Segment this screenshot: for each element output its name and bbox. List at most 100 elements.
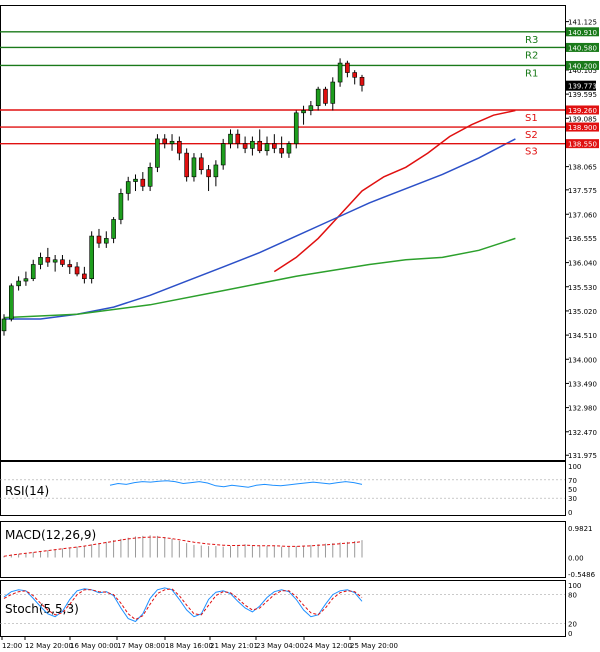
price-tick-label: 132.470 — [568, 429, 597, 437]
level-price-label: 138.900 — [568, 124, 597, 132]
rsi-series-line — [109, 480, 363, 488]
candle-body — [38, 257, 43, 265]
candle-body — [147, 167, 153, 187]
candle-body — [272, 143, 277, 149]
rsi-tick-label: 0 — [568, 509, 572, 517]
candle-body — [220, 143, 226, 166]
candle-body — [279, 148, 284, 154]
panel-border — [0, 461, 566, 516]
time-tick-label: 21 May 21:01 — [210, 642, 258, 650]
candle-body — [191, 157, 197, 178]
moving-averages — [3, 109, 516, 320]
candle-body — [45, 257, 51, 263]
candle-body — [184, 152, 189, 178]
candle-body — [111, 219, 116, 239]
time-tick-label: 24 May 12:00 — [304, 642, 352, 650]
level-price-box — [566, 139, 599, 149]
panel-border — [0, 521, 566, 578]
candle-body — [74, 266, 80, 275]
level-price-box — [566, 42, 599, 52]
candle-body — [250, 140, 255, 149]
stoch-tick-label: 20 — [568, 620, 577, 628]
candle-body — [242, 143, 248, 149]
price-tick-label: 135.530 — [568, 284, 597, 292]
candle-body — [89, 235, 94, 280]
price-tick-label: 139.595 — [568, 91, 597, 99]
current-price-box — [566, 80, 596, 91]
current-price-label: 139.773 — [568, 83, 597, 91]
panel-frames — [0, 5, 566, 637]
price-tick-label: 136.555 — [568, 235, 597, 243]
candle-body — [155, 138, 160, 168]
candle-body — [133, 178, 138, 182]
level-price-box — [566, 122, 599, 132]
candle-body — [82, 273, 87, 280]
stoch-tick-label: 100 — [568, 582, 581, 590]
panel-border — [0, 580, 566, 637]
level-name: R2 — [525, 50, 538, 61]
level-name: S1 — [525, 113, 538, 124]
candle-body — [67, 264, 73, 268]
candle-body — [140, 178, 146, 187]
candle-body — [323, 88, 328, 104]
price-tick-label: 141.125 — [568, 19, 597, 27]
rsi-tick-label: 50 — [568, 486, 577, 494]
level-price-label: 139.260 — [568, 107, 597, 115]
candle-body — [235, 133, 241, 144]
panel-border — [0, 5, 566, 461]
level-price-label: 140.200 — [568, 62, 597, 70]
candle-body — [293, 112, 299, 144]
macd-tick-label: -0.5486 — [568, 571, 596, 579]
candle-body — [264, 143, 270, 152]
level-name: S3 — [525, 147, 538, 158]
macd-tick-label: 0.9821 — [568, 525, 593, 533]
rsi-tick-label: 100 — [568, 463, 581, 471]
candle-body — [118, 193, 124, 220]
rsi-tick-label: 70 — [568, 477, 577, 485]
candle-body — [198, 157, 204, 171]
candle-body — [315, 88, 321, 107]
level-price-box — [566, 105, 599, 115]
price-tick-label: 139.085 — [568, 115, 597, 123]
candle-body — [228, 133, 233, 144]
level-name: S2 — [525, 130, 538, 141]
level-price-label: 140.910 — [568, 29, 597, 37]
time-tick-label: 25 May 20:00 — [350, 642, 398, 650]
moving-average-line — [273, 109, 516, 273]
candle-body — [96, 235, 102, 244]
candle-body — [1, 318, 7, 332]
candle-body — [359, 76, 365, 86]
candle-body — [169, 140, 175, 144]
time-tick-label: 17 May 08:00 — [117, 642, 165, 650]
rsi-line — [109, 480, 363, 488]
candle-body — [60, 259, 65, 265]
stoch-lines — [3, 587, 363, 623]
candle-body — [345, 62, 350, 73]
candle-body — [23, 278, 29, 282]
time-tick-label: 12 May 20:00 — [25, 642, 73, 650]
moving-average-line — [4, 138, 516, 320]
time-tick-label: 16 May 00:00 — [70, 642, 118, 650]
price-tick-label: 137.060 — [568, 211, 597, 219]
candle-body — [337, 62, 343, 83]
price-tick-label: 134.000 — [568, 356, 597, 364]
macd-signal-line — [3, 536, 363, 557]
candle-body — [9, 285, 14, 320]
stoch-panel: Stoch(5,5,3) 100 80 20 0 — [0, 582, 581, 638]
candle-body — [52, 259, 58, 263]
macd-tick-label: 0.00 — [568, 555, 584, 563]
stoch-tick-label: 0 — [568, 630, 572, 638]
candle-body — [162, 138, 168, 144]
moving-average-line — [3, 237, 516, 319]
price-tick-label: 131.975 — [568, 452, 597, 460]
macd-panel: MACD(12,26,9) 0.9821 0.00 -0.5486 — [3, 525, 596, 579]
level-price-label: 140.580 — [568, 44, 597, 52]
stoch-axis: 100 80 20 0 — [0, 582, 581, 638]
candle-body — [125, 181, 131, 194]
time-tick-label: 18 May 16:00 — [165, 642, 213, 650]
candle-body — [286, 143, 292, 154]
level-price-box — [566, 60, 599, 70]
time-tick-label: 12:00 — [2, 642, 22, 650]
